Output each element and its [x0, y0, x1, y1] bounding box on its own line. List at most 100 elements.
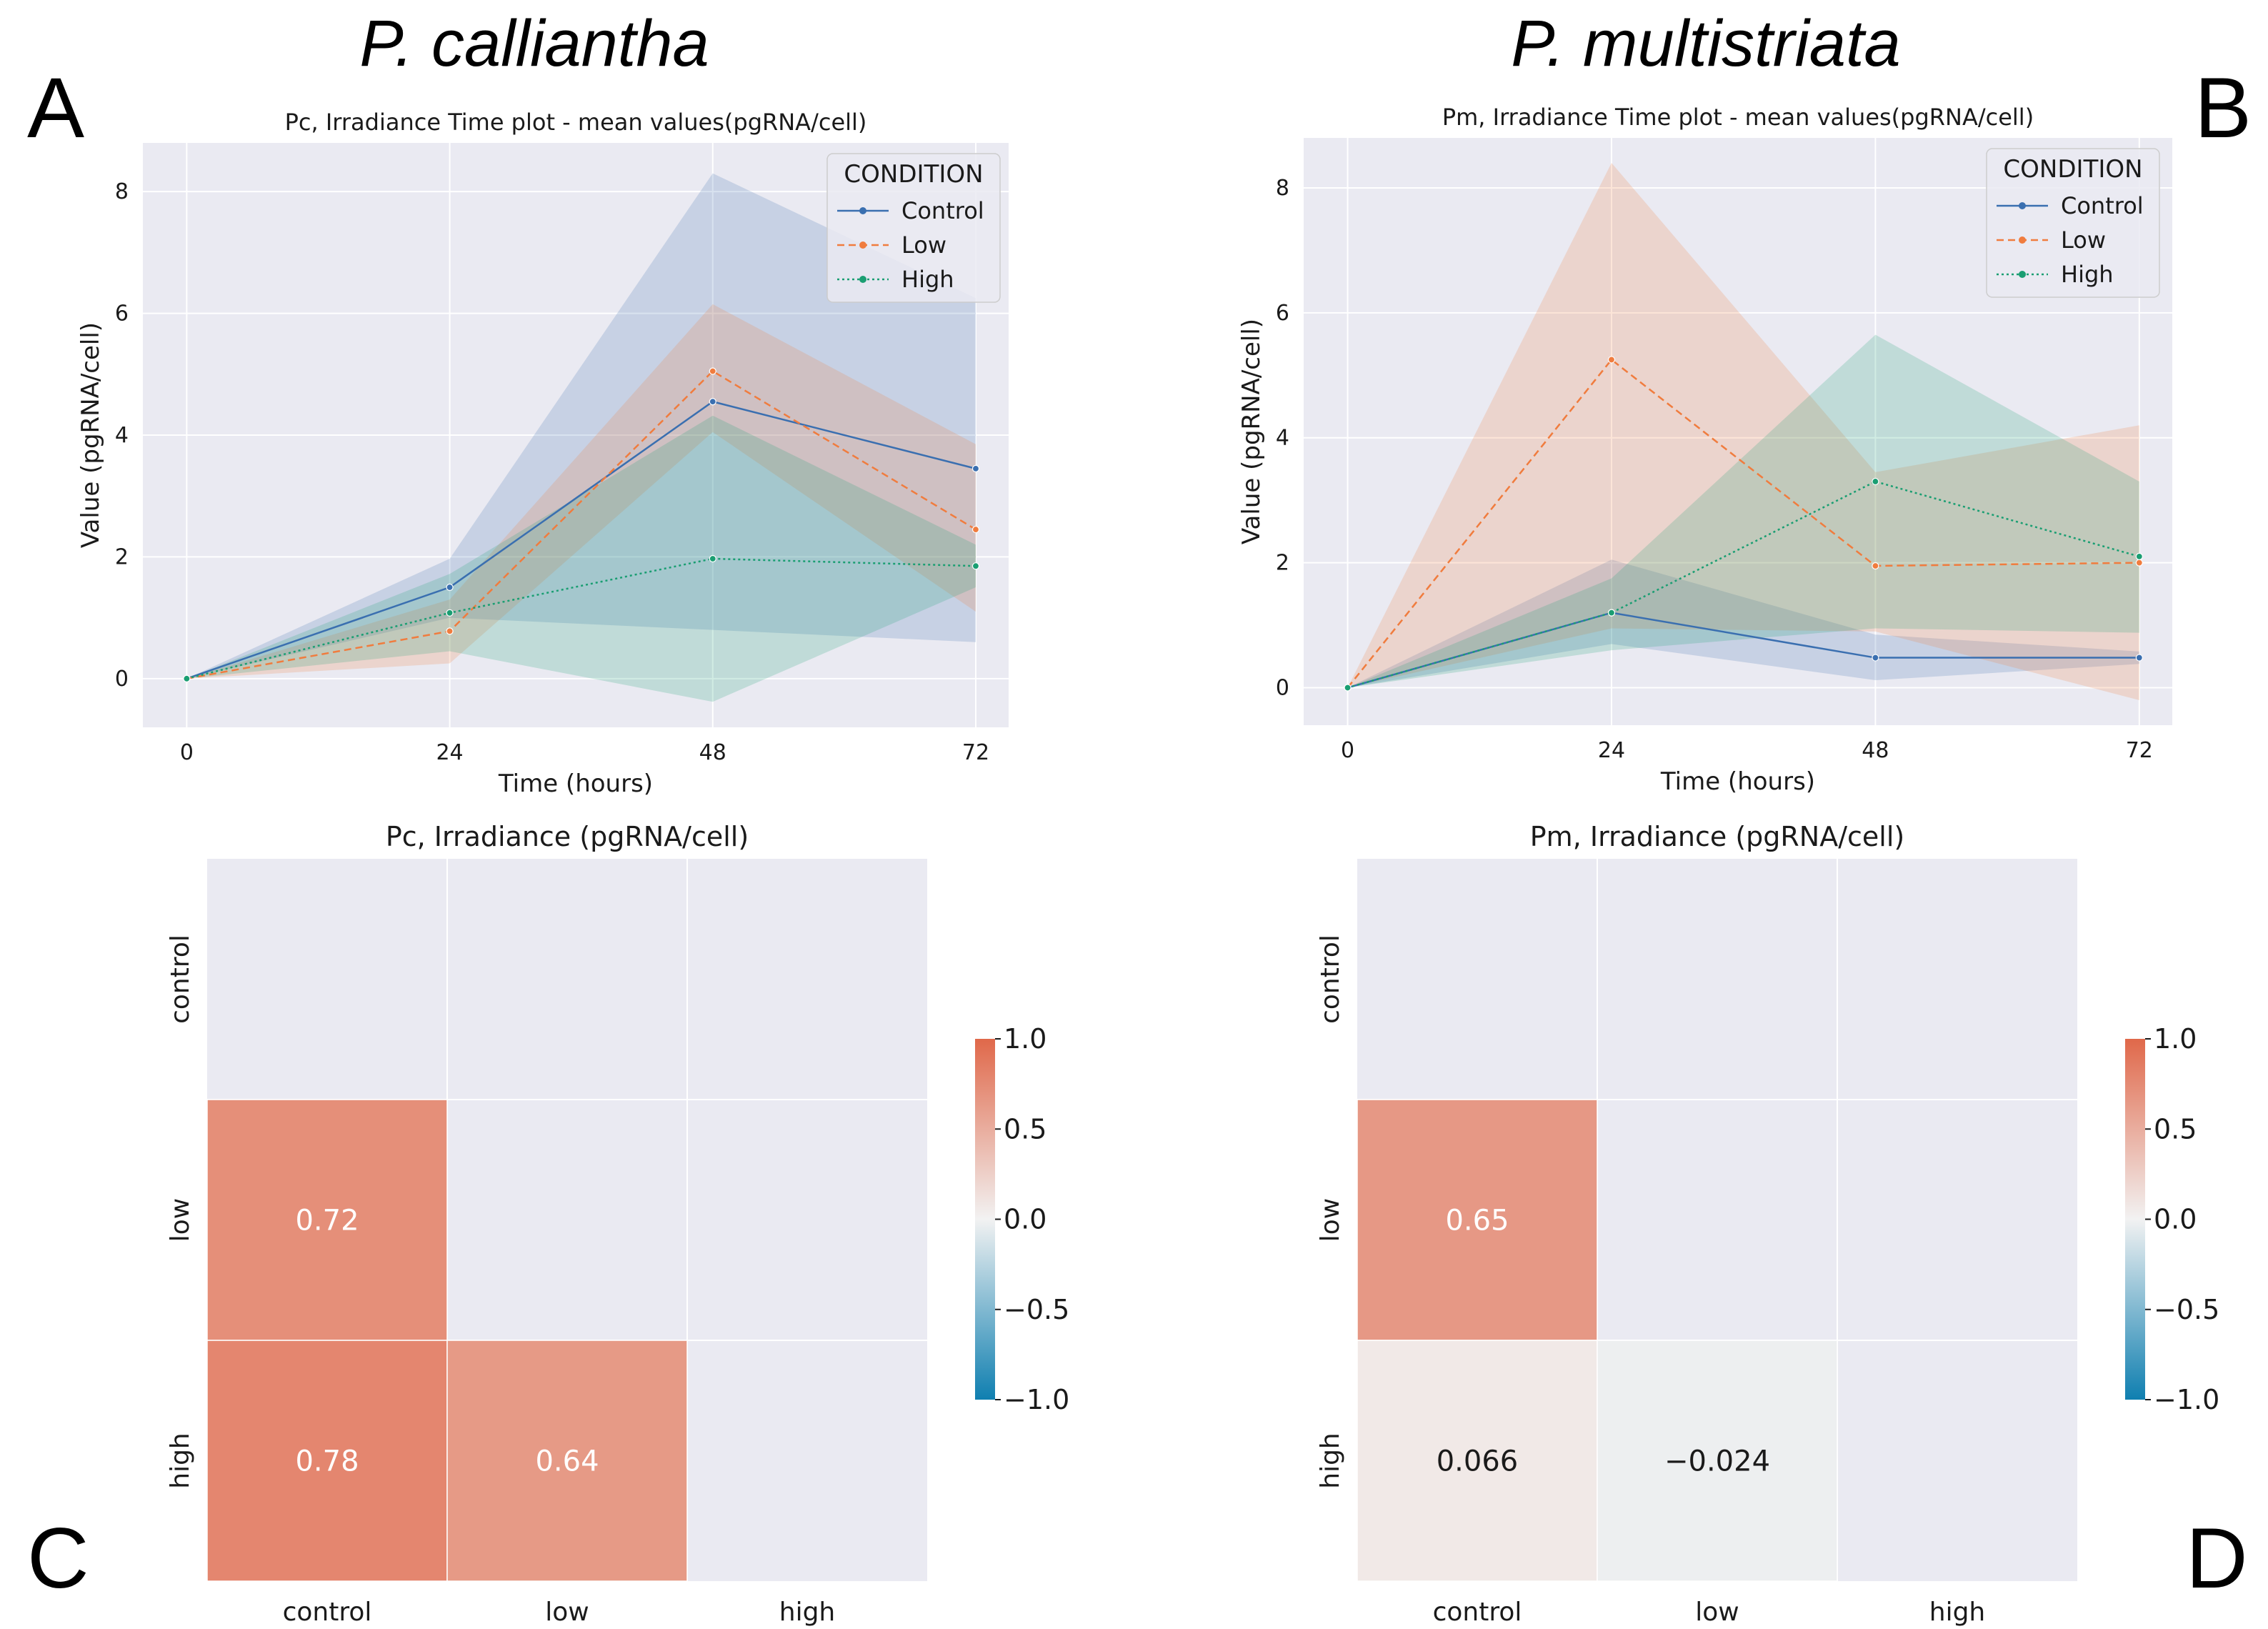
legend-label-low: Low: [901, 231, 946, 259]
ci-band-high: [1347, 334, 2139, 688]
ci-band-low: [186, 304, 976, 679]
data-point-high: [446, 609, 454, 617]
legend-title: CONDITION: [2003, 155, 2142, 184]
series-line-control: [1347, 612, 2139, 689]
heatmap-cell: [1597, 1340, 1838, 1582]
ci-band-low: [1347, 162, 2139, 701]
cell-value-label: 0.65: [1445, 1205, 1509, 1237]
x-tick-label: 24: [1598, 738, 1625, 763]
heatmap-cell: [1357, 1099, 1598, 1341]
x-tick-label: 24: [436, 740, 463, 765]
data-point-high: [1344, 684, 1352, 692]
panel-letter-d: D: [2186, 1510, 2248, 1606]
colorbar-tick-label: 0.0: [2154, 1204, 2197, 1235]
legend-marker-high: [2019, 271, 2026, 278]
ci-band-control: [186, 173, 976, 679]
heatmap-pc: 0.72 0.78 0.64 Pc, Irradiance (pgRNA/cell) c…: [166, 821, 1069, 1627]
data-point-control: [709, 398, 716, 406]
colorbar-tick-label: −1.0: [2154, 1384, 2219, 1415]
data-point-control: [1872, 654, 1879, 662]
heatmap-title: Pm, Irradiance (pgRNA/cell): [1530, 821, 1904, 852]
data-point-high: [709, 554, 716, 563]
y-tick-label: 0: [1276, 676, 1289, 701]
x-tick-label: 0: [1341, 738, 1354, 763]
data-point-high: [1607, 609, 1616, 617]
legend-marker-low: [2019, 236, 2026, 244]
cell-value-label: 0.64: [535, 1445, 599, 1478]
data-point-high: [1872, 477, 1879, 486]
data-point-low: [1607, 356, 1616, 364]
x-tick-label: 72: [2126, 738, 2153, 763]
panel-letter-a: A: [27, 60, 84, 156]
y-tick-label: 4: [1276, 426, 1289, 451]
data-point-low: [2135, 559, 2143, 567]
colorbar-tick-label: −0.5: [1004, 1294, 1069, 1325]
heatmap-x-label: control: [283, 1598, 372, 1627]
panel-letter-b: B: [2194, 60, 2252, 156]
y-tick-label: 6: [1276, 301, 1289, 326]
legend-label-high: High: [901, 266, 954, 293]
y-tick-label: 0: [115, 667, 129, 692]
data-point-low: [709, 367, 716, 375]
y-axis-label: Value (pgRNA/cell): [76, 322, 105, 548]
series-line-low: [1347, 358, 2139, 689]
data-point-high: [183, 674, 191, 682]
colorbar-tick-label: 1.0: [2154, 1023, 2197, 1055]
data-point-low: [971, 525, 980, 534]
legend: CONDITION Control Low High: [1986, 148, 2160, 298]
legend-marker-low: [859, 241, 866, 249]
colorbar-tick-label: 0.0: [1004, 1204, 1046, 1235]
data-point-low: [446, 627, 454, 635]
heatmap-y-label: high: [166, 1433, 195, 1489]
cell-value-label: 0.72: [295, 1205, 359, 1237]
heatmap-cell: [1357, 1340, 1598, 1582]
legend-label-control: Control: [901, 197, 984, 224]
colorbar: [975, 1039, 995, 1400]
heatmap-y-label: low: [1316, 1198, 1345, 1242]
heatmap-cell: [206, 1340, 448, 1582]
x-tick-label: 0: [180, 740, 194, 765]
line-chart-pm: Pm, Irradiance Time plot - mean values(p…: [1237, 104, 2172, 796]
chart-title: Pc, Irradiance Time plot - mean values(p…: [285, 109, 867, 136]
heatmap-x-label: low: [1695, 1598, 1739, 1627]
species-title-multistriata: P. multistriata: [1511, 7, 1900, 80]
panel-letter-c: C: [27, 1510, 89, 1606]
legend-label-control: Control: [2061, 192, 2144, 219]
series-line-low: [186, 369, 976, 680]
legend-marker-control: [2019, 202, 2026, 209]
heatmap-x-label: high: [779, 1598, 836, 1627]
x-tick-label: 48: [1862, 738, 1889, 763]
cell-value-label: −0.024: [1664, 1445, 1770, 1478]
x-axis-label: Time (hours): [498, 769, 653, 798]
legend-box: [1986, 148, 2160, 298]
y-tick-label: 4: [115, 423, 129, 448]
colorbar-tick-label: −1.0: [1004, 1384, 1069, 1415]
species-title-calliantha: P. calliantha: [359, 7, 709, 80]
heatmap-y-label: control: [166, 935, 195, 1024]
line-chart-pc: Pc, Irradiance Time plot - mean values(p…: [76, 109, 1009, 798]
y-tick-label: 8: [1276, 176, 1289, 201]
heatmap-y-label: high: [1316, 1433, 1345, 1489]
data-point-high: [2135, 552, 2143, 560]
data-point-control: [971, 464, 980, 472]
heatmap-x-label: high: [1929, 1598, 1986, 1627]
legend-marker-control: [859, 207, 866, 214]
colorbar-tick-label: 0.5: [2154, 1113, 2197, 1145]
data-point-control: [2135, 654, 2143, 662]
legend-label-low: Low: [2061, 226, 2106, 254]
legend: CONDITION Control Low High: [826, 153, 1001, 303]
series-line-control: [186, 400, 976, 680]
cell-value-label: 0.78: [295, 1445, 359, 1478]
y-tick-label: 6: [115, 302, 129, 327]
data-point-high: [971, 562, 980, 570]
heatmap-title: Pc, Irradiance (pgRNA/cell): [386, 821, 749, 852]
x-tick-label: 72: [962, 740, 989, 765]
data-point-low: [1872, 562, 1879, 570]
cell-value-label: 0.066: [1437, 1445, 1519, 1478]
colorbar-tick-label: −0.5: [2154, 1294, 2219, 1325]
colorbar-tick-label: 0.5: [1004, 1113, 1046, 1145]
colorbar-tick-label: 1.0: [1004, 1023, 1046, 1055]
ci-band-high: [186, 415, 976, 702]
legend-marker-high: [859, 276, 866, 283]
x-tick-label: 48: [699, 740, 726, 765]
